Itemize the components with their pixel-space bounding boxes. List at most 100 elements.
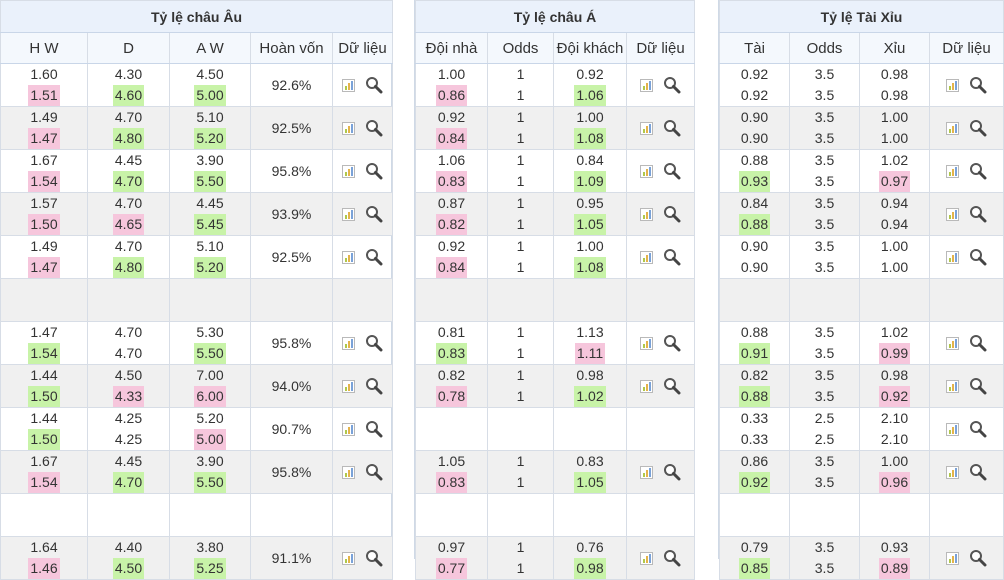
magnifier-icon[interactable] xyxy=(663,463,681,481)
table-row: 1.05 0.83 1 1 0.83 1.05 xyxy=(415,450,696,494)
bar-chart-icon[interactable] xyxy=(946,422,959,436)
table-row xyxy=(719,493,1004,537)
opening-value: 4.70 xyxy=(114,195,143,211)
opening-value: 4.45 xyxy=(196,195,224,211)
magnifier-icon[interactable] xyxy=(365,463,383,481)
bar-chart-icon[interactable] xyxy=(342,379,355,393)
magnifier-icon[interactable] xyxy=(969,248,987,266)
opening-value: 0.92 xyxy=(437,238,466,254)
bar-chart-icon[interactable] xyxy=(946,465,959,479)
current-value: 1 xyxy=(516,388,525,404)
magnifier-icon[interactable] xyxy=(663,119,681,137)
table-row: 0.92 0.84 1 1 1.00 1.08 xyxy=(415,235,696,279)
current-value: 1.00 xyxy=(880,259,909,275)
bar-chart-icon[interactable] xyxy=(946,78,959,92)
bar-chart-icon[interactable] xyxy=(640,164,654,178)
magnifier-icon[interactable] xyxy=(365,162,383,180)
magnifier-icon[interactable] xyxy=(969,549,987,567)
bar-chart-icon[interactable] xyxy=(946,336,959,350)
magnifier-icon[interactable] xyxy=(663,377,681,395)
current-value: 1 xyxy=(516,259,525,275)
draw-cell: 4.50 4.33 xyxy=(87,364,170,408)
bar-chart-icon[interactable] xyxy=(342,121,355,135)
bar-chart-icon[interactable] xyxy=(640,250,654,264)
opening-value: 1 xyxy=(516,66,525,82)
bar-chart-icon[interactable] xyxy=(946,207,959,221)
bar-chart-icon[interactable] xyxy=(946,379,959,393)
bar-chart-icon[interactable] xyxy=(640,336,654,350)
current-value: 3.5 xyxy=(814,173,835,189)
current-value: 1.11 xyxy=(574,343,606,364)
line-cell: 3.5 3.5 xyxy=(789,321,860,365)
opening-value: 5.10 xyxy=(196,238,224,254)
magnifier-icon[interactable] xyxy=(365,76,383,94)
bar-chart-icon[interactable] xyxy=(946,551,959,565)
bar-chart-icon[interactable] xyxy=(342,551,355,565)
current-value: 1.50 xyxy=(28,214,60,235)
bar-chart-icon[interactable] xyxy=(342,422,355,436)
magnifier-icon[interactable] xyxy=(969,205,987,223)
table-row xyxy=(415,407,696,451)
away-odds-cell xyxy=(553,407,627,451)
current-value: 6.00 xyxy=(194,386,226,407)
magnifier-icon[interactable] xyxy=(969,420,987,438)
magnifier-icon[interactable] xyxy=(365,205,383,223)
magnifier-icon[interactable] xyxy=(365,420,383,438)
return-rate-cell: 95.8% xyxy=(250,321,333,365)
line-cell: 3.5 3.5 xyxy=(789,536,860,580)
bar-chart-icon[interactable] xyxy=(640,121,654,135)
magnifier-icon[interactable] xyxy=(365,248,383,266)
current-value: 1.54 xyxy=(28,343,60,364)
bar-chart-icon[interactable] xyxy=(640,207,654,221)
opening-value: 1 xyxy=(516,152,525,168)
magnifier-icon[interactable] xyxy=(663,248,681,266)
opening-value: 4.70 xyxy=(114,238,143,254)
bar-chart-icon[interactable] xyxy=(946,121,959,135)
table-row: 1.49 1.47 4.70 4.80 5.10 5.20 92.5% xyxy=(0,106,393,150)
bar-chart-icon[interactable] xyxy=(946,164,959,178)
magnifier-icon[interactable] xyxy=(969,334,987,352)
home-win-cell: 1.44 1.50 xyxy=(0,407,88,451)
magnifier-icon[interactable] xyxy=(663,205,681,223)
bar-chart-icon[interactable] xyxy=(640,78,654,92)
magnifier-icon[interactable] xyxy=(663,334,681,352)
opening-value: 1.67 xyxy=(30,453,58,469)
opening-value: 4.25 xyxy=(114,410,143,426)
bar-chart-icon[interactable] xyxy=(342,250,355,264)
magnifier-icon[interactable] xyxy=(969,463,987,481)
bar-chart-icon[interactable] xyxy=(342,336,355,350)
current-value: 1.46 xyxy=(28,558,60,579)
bar-chart-icon[interactable] xyxy=(342,465,355,479)
magnifier-icon[interactable] xyxy=(969,377,987,395)
magnifier-icon[interactable] xyxy=(365,377,383,395)
under-odds-cell: 1.02 0.97 xyxy=(859,149,930,193)
current-value: 0.91 xyxy=(738,343,771,364)
data-links-cell xyxy=(625,192,696,236)
bar-chart-icon[interactable] xyxy=(946,250,959,264)
bar-chart-icon[interactable] xyxy=(640,551,654,565)
magnifier-icon[interactable] xyxy=(969,119,987,137)
draw-cell: 4.45 4.70 xyxy=(87,450,170,494)
bar-chart-icon[interactable] xyxy=(342,78,355,92)
magnifier-icon[interactable] xyxy=(663,549,681,567)
bar-chart-icon[interactable] xyxy=(640,465,654,479)
bar-chart-icon[interactable] xyxy=(640,379,654,393)
return-rate-cell: 94.0% xyxy=(250,364,333,408)
magnifier-icon[interactable] xyxy=(365,119,383,137)
panel-title: Tỷ lệ châu Âu xyxy=(0,0,393,33)
magnifier-icon[interactable] xyxy=(969,76,987,94)
header-row: Đội nhà Odds Đội khách Dữ liệu xyxy=(415,32,696,64)
table-row: 1.47 1.54 4.70 4.70 5.30 5.50 95.8% xyxy=(0,321,393,365)
magnifier-icon[interactable] xyxy=(663,76,681,94)
bar-chart-icon[interactable] xyxy=(342,207,355,221)
magnifier-icon[interactable] xyxy=(365,334,383,352)
col-header-data: Dữ liệu xyxy=(928,32,1004,64)
current-value: 1 xyxy=(516,474,525,490)
magnifier-icon[interactable] xyxy=(969,162,987,180)
magnifier-icon[interactable] xyxy=(365,549,383,567)
table-row: 1.67 1.54 4.45 4.70 3.90 5.50 95.8% xyxy=(0,450,393,494)
magnifier-icon[interactable] xyxy=(663,162,681,180)
bar-chart-icon[interactable] xyxy=(342,164,355,178)
table-row: 0.97 0.77 1 1 0.76 0.98 xyxy=(415,536,696,580)
